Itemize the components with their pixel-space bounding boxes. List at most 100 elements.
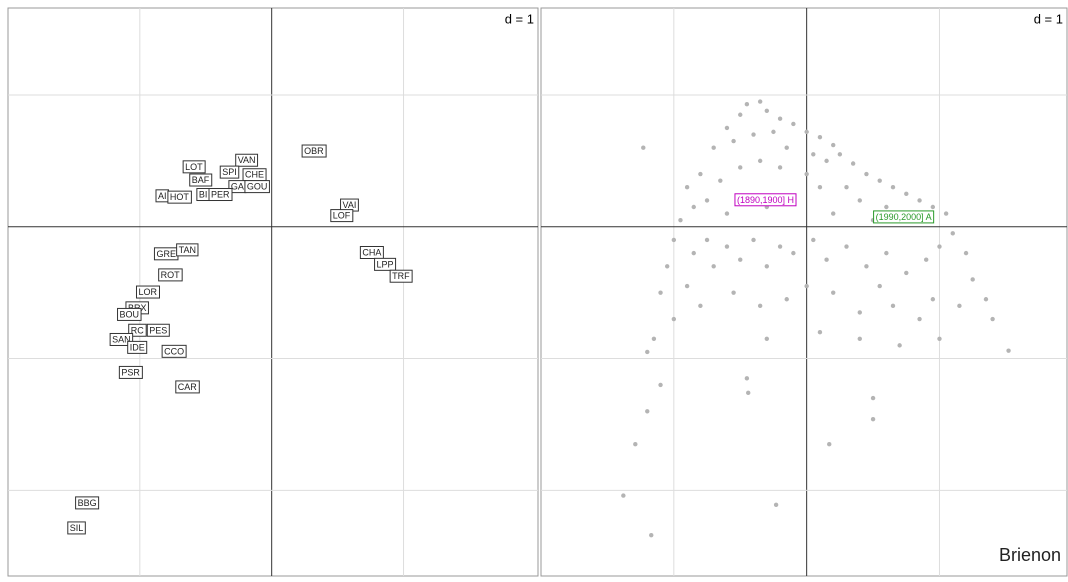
point [864, 171, 869, 177]
point [791, 250, 796, 256]
panel-title: Brienon [999, 545, 1061, 565]
point [671, 316, 677, 322]
label-box [330, 209, 354, 223]
point [857, 310, 862, 315]
point-label: BRX [128, 303, 147, 313]
point [857, 336, 862, 341]
label-box [389, 269, 413, 283]
point [963, 250, 969, 256]
scale-label: d = 1 [505, 11, 534, 26]
point-label: HOT [170, 192, 190, 202]
point [930, 297, 936, 302]
point [784, 297, 789, 302]
label-box [182, 160, 206, 174]
label-box [117, 307, 142, 321]
point [811, 152, 816, 157]
point [943, 211, 949, 216]
point [850, 161, 856, 166]
label-box [167, 190, 192, 204]
point [744, 102, 750, 107]
point [811, 237, 816, 243]
point [831, 211, 836, 216]
point-label: TAN [179, 245, 196, 255]
point [777, 165, 783, 170]
point [738, 112, 743, 117]
point [983, 297, 989, 302]
point-label: CAR [178, 382, 198, 392]
annotation-box [734, 193, 797, 207]
point [937, 336, 942, 341]
point [877, 178, 882, 183]
point [704, 237, 710, 243]
point [649, 532, 654, 538]
point [917, 316, 922, 322]
label-box [67, 521, 86, 535]
label-box [208, 188, 233, 202]
annotation: (1990,2000] A [876, 212, 932, 222]
point-label: BI [199, 190, 208, 200]
annotation: (1890,1900] H [737, 195, 794, 205]
point [827, 442, 832, 447]
point [897, 343, 902, 348]
label-box [244, 180, 270, 194]
annotation-box [873, 210, 935, 224]
point [621, 493, 626, 498]
point [691, 204, 696, 210]
point [664, 264, 670, 269]
point [691, 250, 696, 256]
point [904, 270, 909, 276]
point [698, 303, 703, 309]
point-label: RC [131, 325, 144, 335]
label-box [374, 257, 397, 271]
point [831, 142, 836, 148]
point-label: CCO [164, 346, 184, 356]
point [857, 198, 862, 203]
point [864, 264, 869, 269]
point [837, 152, 843, 157]
point [764, 264, 770, 269]
point [930, 204, 936, 210]
point [684, 185, 690, 190]
label-box [158, 268, 183, 282]
point [645, 349, 650, 355]
point-label: GOU [247, 182, 268, 192]
label-box [135, 285, 160, 299]
point [791, 121, 796, 127]
point-label: SPI [222, 167, 237, 177]
point [764, 336, 770, 341]
point [817, 185, 823, 190]
point [633, 442, 638, 447]
point [824, 257, 829, 262]
point [671, 237, 677, 243]
point [641, 145, 646, 150]
point [957, 303, 962, 309]
label-box [219, 165, 240, 179]
point-label: LOR [138, 287, 157, 297]
point [884, 250, 889, 256]
point [990, 316, 995, 322]
point [804, 283, 809, 289]
point-label: GRE [156, 249, 176, 259]
label-box [118, 365, 143, 379]
label-box [235, 153, 259, 167]
point [738, 165, 743, 170]
point [771, 129, 776, 135]
point [678, 217, 683, 223]
point [777, 116, 783, 121]
point [890, 185, 896, 190]
point [844, 244, 849, 249]
point-label: AI [158, 191, 167, 201]
point [773, 502, 779, 508]
point [870, 395, 876, 401]
label-box [127, 340, 148, 354]
point [711, 264, 716, 269]
point [824, 158, 829, 164]
point [738, 257, 743, 262]
point [970, 277, 975, 282]
point [658, 382, 663, 388]
point [746, 390, 751, 396]
panel [540, 7, 1068, 577]
point-label: PSR [121, 367, 140, 377]
scale-label: d = 1 [1034, 11, 1063, 26]
point [890, 303, 896, 309]
